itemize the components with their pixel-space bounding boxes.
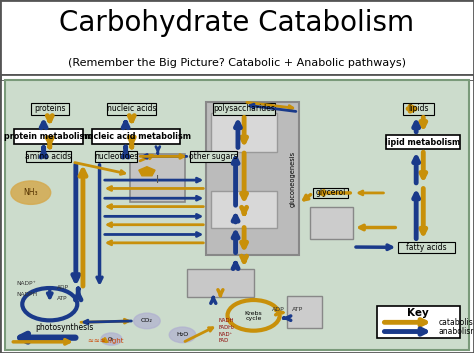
Text: FADH₂: FADH₂ — [218, 325, 234, 330]
Text: l: l — [156, 175, 159, 185]
Text: H₂O: H₂O — [176, 333, 189, 337]
Text: NH₃: NH₃ — [24, 188, 38, 197]
Text: nucleotides: nucleotides — [94, 152, 138, 161]
Circle shape — [101, 333, 122, 345]
Bar — [95, 151, 137, 162]
Text: Carbohydrate Catabolism: Carbohydrate Catabolism — [59, 9, 415, 37]
Text: nucleic acid metabolism: nucleic acid metabolism — [82, 132, 191, 141]
Text: ≈≈≈ light: ≈≈≈ light — [88, 338, 123, 344]
Text: polysaccharides: polysaccharides — [213, 104, 275, 113]
Text: NADPH: NADPH — [17, 292, 38, 297]
Text: protein metabolism: protein metabolism — [4, 132, 92, 141]
Text: catabolism: catabolism — [438, 318, 474, 327]
Bar — [403, 103, 434, 115]
Text: NAD⁺: NAD⁺ — [218, 331, 232, 336]
Text: ADP: ADP — [57, 285, 69, 290]
Text: proteins: proteins — [34, 104, 65, 113]
Text: anabolism: anabolism — [438, 327, 474, 336]
Bar — [26, 151, 71, 162]
Bar — [130, 154, 185, 202]
Bar — [398, 242, 455, 253]
Bar — [310, 207, 353, 239]
Text: other sugars: other sugars — [189, 152, 237, 161]
Text: photosynthesis: photosynthesis — [36, 323, 94, 333]
Bar — [287, 296, 322, 328]
Bar — [107, 103, 156, 115]
Bar — [211, 191, 277, 228]
Bar — [206, 102, 299, 256]
Bar — [190, 151, 237, 162]
Bar — [386, 135, 460, 149]
Text: NADH: NADH — [218, 318, 233, 323]
Text: nucleic acids: nucleic acids — [107, 104, 156, 113]
Text: lipids: lipids — [408, 104, 429, 113]
Bar — [92, 129, 180, 144]
Text: FAD: FAD — [218, 338, 228, 343]
Bar — [211, 113, 277, 152]
Text: lipid metabolism: lipid metabolism — [385, 138, 460, 147]
Text: O₂: O₂ — [108, 336, 115, 342]
Text: fatty acids: fatty acids — [406, 243, 447, 252]
Text: Key: Key — [408, 308, 429, 318]
Text: ATP: ATP — [292, 307, 303, 312]
Text: gluconeogenesis: gluconeogenesis — [290, 151, 295, 207]
Text: glycerol: glycerol — [316, 189, 346, 197]
Circle shape — [169, 327, 196, 343]
Bar — [14, 129, 83, 144]
Text: NADP⁺: NADP⁺ — [17, 281, 36, 286]
Circle shape — [134, 313, 160, 329]
Bar — [31, 103, 69, 115]
Bar — [313, 188, 348, 198]
Bar — [213, 103, 275, 115]
Circle shape — [11, 181, 51, 204]
Text: amino acids: amino acids — [25, 152, 72, 161]
Text: ATP: ATP — [57, 296, 67, 301]
Text: (Remember the Big Picture? Catabolic + Anabolic pathways): (Remember the Big Picture? Catabolic + A… — [68, 58, 406, 68]
Text: ADP: ADP — [272, 307, 284, 312]
Text: Krebs
cycle: Krebs cycle — [245, 311, 263, 321]
Bar — [187, 269, 254, 297]
Bar — [377, 306, 460, 338]
Text: CO₂: CO₂ — [141, 318, 153, 323]
